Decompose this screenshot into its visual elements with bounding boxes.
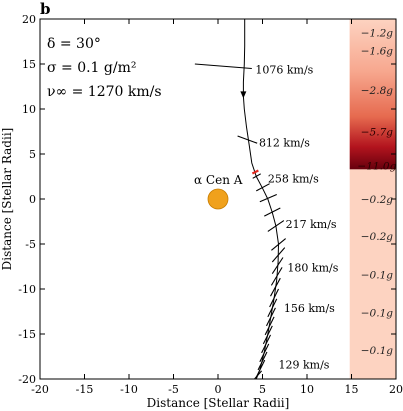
gravity-label-3: −5.7g [361,127,393,139]
velocity-label-4: 180 km/s [287,261,338,274]
star-marker [207,188,229,210]
sail-orientation-tick-0 [194,63,252,70]
sail-orientation-tick-17 [261,334,272,354]
sail-orientation-tick-5 [264,207,281,217]
velocity-label-0: 1076 km/s [255,63,313,76]
gravity-label-8: −0.1g [361,270,393,282]
velocity-label-6: 129 km/s [279,359,330,372]
gravity-label-4: −11.0g [357,161,396,173]
y-axis-title: Distance [Stellar Radii] [0,128,14,271]
sail-orientation-tick-21 [254,370,263,380]
y-tick-label-7: 15 [22,58,36,71]
sail-orientation-tick-19 [257,351,268,371]
y-tick-label-3: -5 [25,238,36,251]
parameter-0: δ = 30° [47,36,101,52]
sail-orientation-tick-6 [267,220,285,232]
x-tick-label-4: 0 [215,383,222,396]
gravity-label-0: −1.2g [361,28,393,40]
sail-orientation-tick-15 [264,316,275,336]
sail-orientation-tick-13 [267,298,278,318]
star-label: α Cen A [194,173,243,187]
gravity-label-5: −0.2g [361,194,393,206]
sail-orientation-tick-7 [271,238,286,251]
x-tick-label-2: -10 [120,383,138,396]
x-tick-label-1: -15 [76,383,94,396]
velocity-label-2: 258 km/s [268,172,319,185]
sail-orientation-tick-4 [259,193,277,203]
sail-orientation-tick-12 [269,288,280,308]
sail-orientation-tick-2 [252,173,261,179]
gravity-label-2: −2.8g [361,85,393,97]
direction-arrow [240,91,247,99]
gravity-label-9: −0.1g [361,307,393,319]
sail-orientation-tick-16 [262,325,273,345]
parameter-1: σ = 0.1 g/m² [47,60,136,76]
sail-orientation-tick-8 [271,247,286,263]
y-tick-label-2: -10 [18,283,36,296]
velocity-label-5: 156 km/s [284,302,335,315]
sail-orientation-tick-3 [256,183,270,192]
velocity-label-3: 217 km/s [286,218,337,231]
x-tick-label-6: 10 [300,383,314,396]
x-axis-title: Distance [Stellar Radii] [147,396,290,410]
sail-orientation-tick-18 [259,343,270,363]
gravity-bar-deceleration-band [349,19,396,170]
y-tick-label-4: 0 [29,193,36,206]
y-tick-label-8: 20 [22,13,36,26]
gravity-label-6: −0.2g [361,231,393,243]
panel-label: b [40,0,51,18]
gravity-label-1: −1.6g [361,46,393,58]
x-tick-label-5: 5 [259,383,266,396]
sail-orientation-tick-1 [237,135,258,144]
parameter-2: ν∞ = 1270 km/s [47,84,162,100]
y-tick-label-1: -15 [18,328,36,341]
x-tick-label-8: 20 [389,383,403,396]
y-tick-label-0: -20 [18,373,36,386]
x-tick-label-7: 15 [345,383,359,396]
x-tick-label-0: -20 [31,383,49,396]
sail-orientation-tick-9 [271,257,284,275]
gravity-label-10: −0.1g [361,345,393,357]
x-tick-label-3: -5 [168,383,179,396]
y-tick-label-5: 5 [29,148,36,161]
y-tick-label-6: 10 [22,103,36,116]
velocity-label-1: 812 km/s [259,136,310,149]
sail-orientation-tick-14 [266,307,276,327]
closest-approach-marker [251,169,259,175]
sail-orientation-tick-11 [270,277,281,297]
sail-orientation-tick-10 [270,267,283,286]
